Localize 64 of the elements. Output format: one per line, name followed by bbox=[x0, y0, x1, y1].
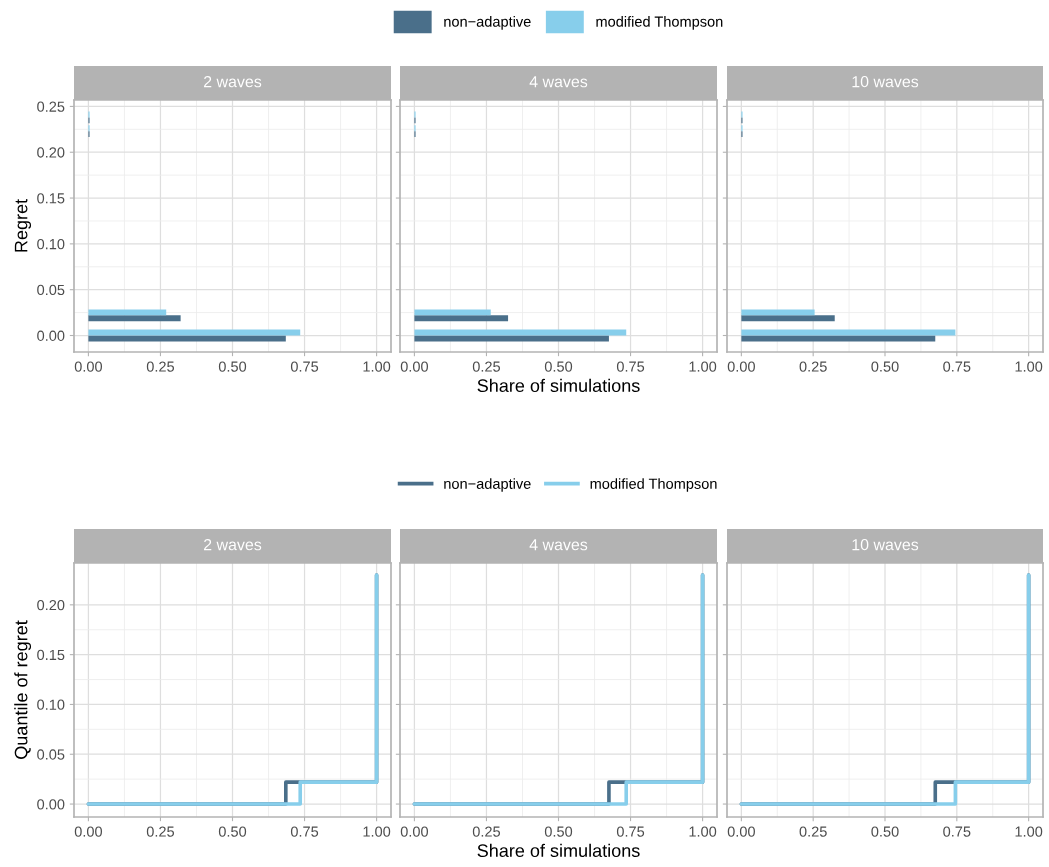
x-tick-label: 0.25 bbox=[799, 361, 827, 372]
legend-label: modified Thompson bbox=[590, 478, 717, 492]
x-tick-label: 1.00 bbox=[1015, 361, 1043, 372]
bar bbox=[414, 309, 491, 316]
x-tick-label: 0.75 bbox=[943, 361, 971, 372]
x-tick-label: 0.75 bbox=[616, 361, 645, 372]
y-tick-label: 0.20 bbox=[37, 599, 65, 611]
x-axis-title: Share of simulations bbox=[477, 843, 640, 858]
x-tick-label: 0.25 bbox=[472, 826, 501, 837]
y-tick-label: 0.15 bbox=[37, 193, 65, 204]
bar bbox=[741, 329, 956, 336]
x-tick-label: 0.25 bbox=[146, 361, 175, 372]
x-tick-label: 0.50 bbox=[871, 826, 899, 837]
y-tick-label: 0.25 bbox=[37, 101, 65, 112]
x-tick-label: 0.50 bbox=[218, 826, 247, 837]
x-tick-label: 0.25 bbox=[799, 826, 827, 837]
legend-label: non−adaptive bbox=[444, 16, 531, 30]
y-tick-label: 0.00 bbox=[37, 799, 65, 810]
x-tick-label: 0.25 bbox=[472, 361, 501, 372]
x-tick-label: 0.75 bbox=[616, 826, 645, 837]
x-tick-label: 0.00 bbox=[74, 826, 103, 837]
x-tick-label: 0.00 bbox=[74, 361, 103, 372]
x-tick-label: 1.00 bbox=[363, 361, 391, 372]
bar bbox=[741, 315, 835, 322]
y-tick-label: 0.00 bbox=[37, 330, 65, 341]
y-axis-title: Regret bbox=[14, 199, 32, 252]
x-tick-label: 0.75 bbox=[290, 361, 319, 372]
bar bbox=[414, 315, 509, 322]
bar bbox=[88, 329, 301, 336]
chart-title: 10 waves bbox=[852, 75, 919, 88]
x-tick-label: 0.50 bbox=[218, 361, 247, 372]
bar bbox=[414, 329, 627, 336]
x-tick-label: 0.50 bbox=[544, 826, 573, 837]
legend-label: non−adaptive bbox=[444, 478, 531, 492]
y-tick-label: 0.05 bbox=[37, 284, 65, 296]
chart-title: 2 waves bbox=[204, 75, 262, 88]
bar bbox=[88, 309, 167, 316]
x-tick-label: 0.75 bbox=[943, 826, 971, 837]
x-tick-label: 0.00 bbox=[727, 361, 755, 372]
chart-title: 4 waves bbox=[529, 76, 588, 88]
x-tick-label: 0.50 bbox=[871, 361, 899, 372]
y-tick-label: 0.20 bbox=[37, 147, 65, 158]
bar bbox=[741, 309, 815, 316]
x-tick-label: 1.00 bbox=[689, 361, 717, 372]
legend-label: modified Thompson bbox=[596, 16, 723, 30]
x-tick-label: 1.00 bbox=[689, 826, 717, 837]
x-tick-label: 0.00 bbox=[727, 826, 755, 837]
y-tick-label: 0.05 bbox=[37, 749, 65, 760]
y-tick-label: 0.10 bbox=[37, 699, 65, 710]
bar bbox=[88, 315, 181, 322]
x-axis-title: Share of simulations bbox=[477, 378, 640, 393]
x-tick-label: 0.50 bbox=[544, 361, 573, 372]
chart-title: 4 waves bbox=[529, 539, 588, 551]
chart-title: 10 waves bbox=[852, 538, 919, 551]
x-tick-label: 1.00 bbox=[363, 826, 391, 837]
y-axis-title: Quantile of regret bbox=[14, 620, 32, 759]
y-tick-label: 0.10 bbox=[37, 238, 65, 250]
x-tick-label: 0.25 bbox=[146, 826, 175, 837]
x-tick-label: 1.00 bbox=[1015, 826, 1043, 837]
x-tick-label: 0.00 bbox=[400, 826, 429, 837]
y-tick-label: 0.15 bbox=[37, 649, 65, 661]
x-tick-label: 0.75 bbox=[290, 826, 319, 837]
chart-title: 2 waves bbox=[204, 538, 262, 551]
x-tick-label: 0.00 bbox=[400, 361, 429, 372]
